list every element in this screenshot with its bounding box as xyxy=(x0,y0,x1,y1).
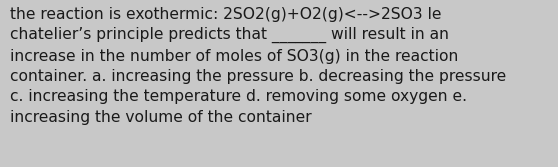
Text: the reaction is exothermic: 2SO2(g)+O2(g)<-->2SO3 le
chatelier’s principle predi: the reaction is exothermic: 2SO2(g)+O2(g… xyxy=(10,7,506,125)
